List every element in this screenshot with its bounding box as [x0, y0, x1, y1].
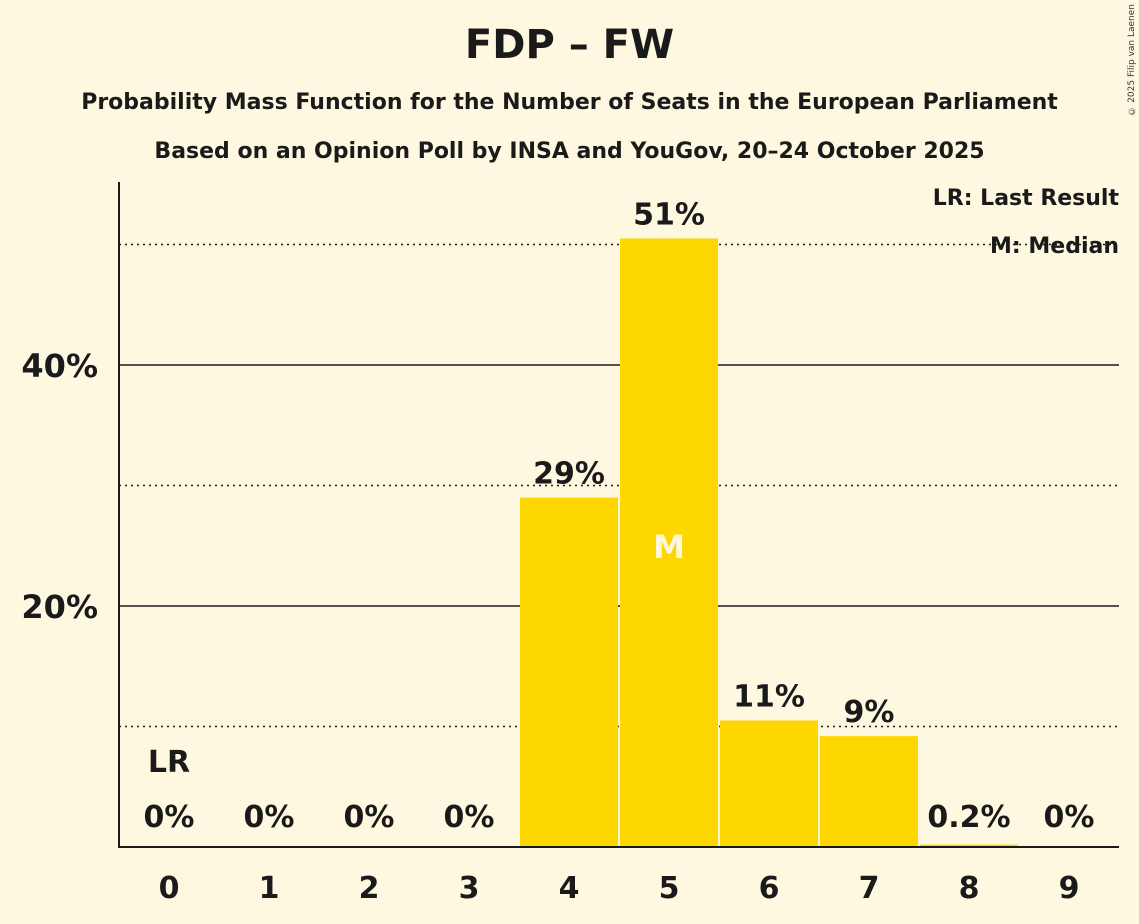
- x-tick-label: 0: [159, 871, 180, 906]
- bar: [620, 238, 718, 848]
- x-tick-label: 4: [559, 871, 580, 906]
- x-tick-label: 6: [759, 871, 780, 906]
- chart-subtitle-source: Based on an Opinion Poll by INSA and You…: [154, 139, 985, 164]
- data-label: 9%: [844, 695, 895, 730]
- data-label: 0%: [1044, 800, 1095, 835]
- y-tick-label: 20%: [21, 588, 98, 626]
- median-marker: M: [653, 528, 685, 566]
- x-tick-label: 8: [959, 871, 980, 906]
- last-result-marker: LR: [148, 745, 190, 780]
- bar: [820, 736, 918, 847]
- x-tick-label: 7: [859, 871, 880, 906]
- chart-title: FDP – FW: [464, 22, 675, 68]
- bar: [520, 497, 618, 847]
- x-tick-label: 5: [659, 871, 680, 906]
- x-tick-label: 2: [359, 871, 380, 906]
- data-label: 29%: [533, 457, 605, 492]
- data-label: 0%: [244, 800, 295, 835]
- data-label: 51%: [633, 197, 705, 232]
- y-tick-label: 40%: [21, 347, 98, 385]
- bar: [920, 844, 1018, 847]
- data-label: 0.2%: [927, 800, 1010, 835]
- data-label: 0%: [144, 800, 195, 835]
- x-tick-label: 1: [259, 871, 280, 906]
- chart-subtitle: Probability Mass Function for the Number…: [81, 90, 1058, 115]
- data-label: 11%: [733, 679, 805, 714]
- x-tick-label: 9: [1059, 871, 1080, 906]
- data-label: 0%: [444, 800, 495, 835]
- legend-median: M: Median: [990, 234, 1119, 259]
- bar: [720, 720, 818, 847]
- legend-last-result: LR: Last Result: [932, 186, 1119, 211]
- x-tick-label: 3: [459, 871, 480, 906]
- data-label: 0%: [344, 800, 395, 835]
